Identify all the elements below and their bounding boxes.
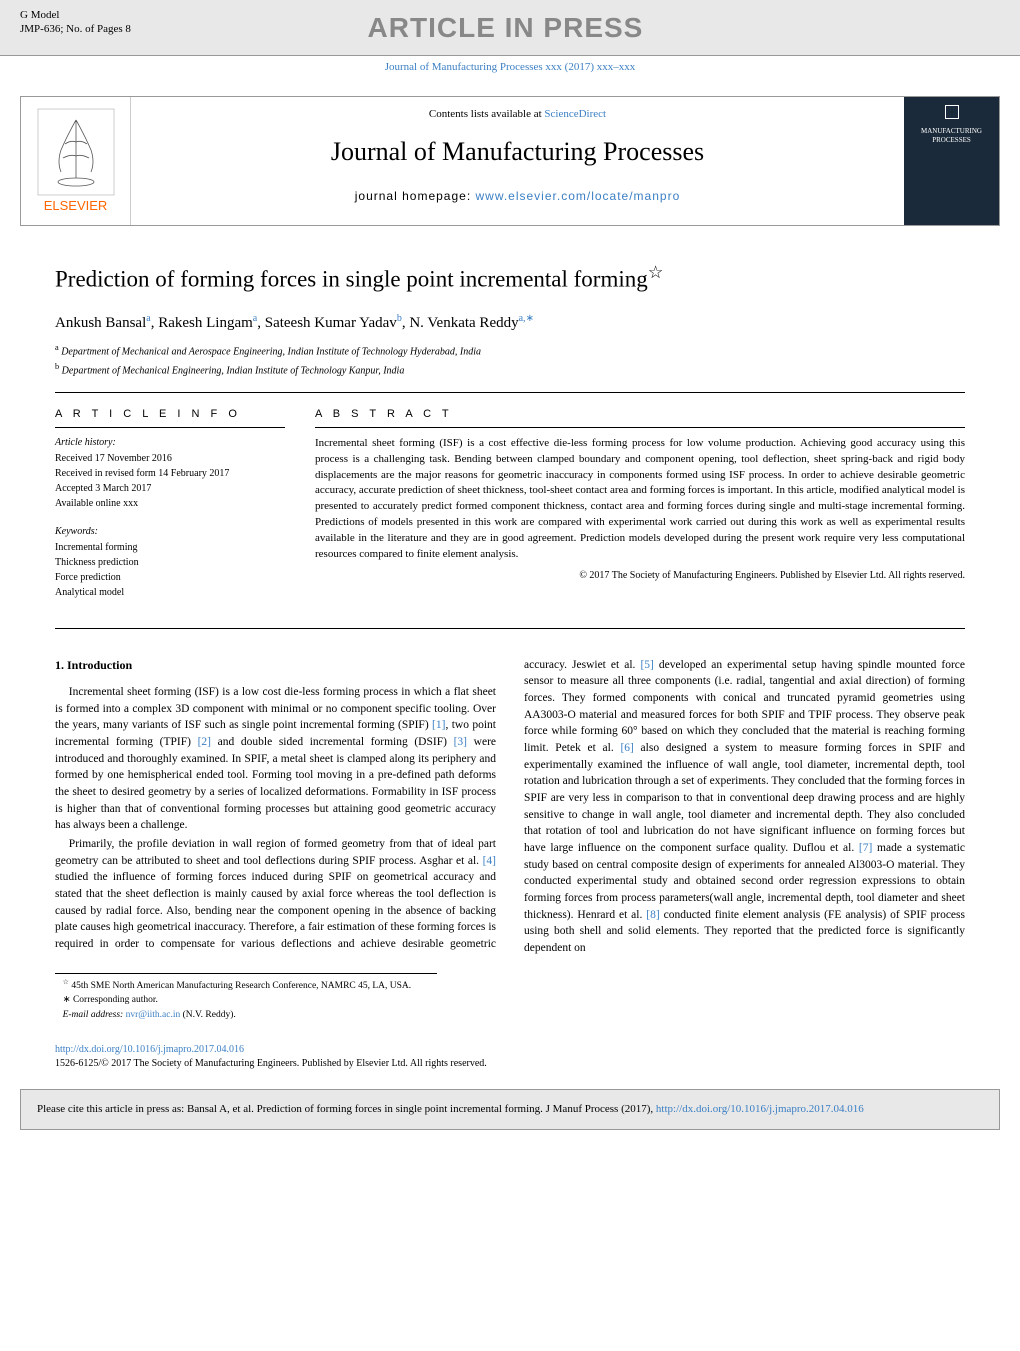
cite-text: Please cite this article in press as: Ba… (37, 1103, 656, 1115)
p2b: studied the influence of forming forces … (55, 871, 496, 916)
history-3: Available online xxx (55, 497, 285, 511)
article-info-heading: A R T I C L E I N F O (55, 407, 285, 427)
email-label: E-mail address: (63, 1010, 126, 1020)
homepage-link[interactable]: www.elsevier.com/locate/manpro (476, 189, 681, 203)
abstract-col: A B S T R A C T Incremental sheet formin… (315, 407, 965, 613)
footnote-corr: ∗ Corresponding author. (55, 994, 437, 1007)
doi-block: http://dx.doi.org/10.1016/j.jmapro.2017.… (0, 1033, 1020, 1077)
title-footnote-star: ☆ (648, 263, 663, 282)
in-press-banner: ARTICLE IN PRESS (368, 8, 644, 47)
author-3: Sateesh Kumar Yadav (265, 315, 397, 331)
article-ref: JMP-636; No. of Pages 8 (20, 22, 131, 36)
header-spacer (880, 8, 1000, 47)
issn-line: 1526-6125/© 2017 The Society of Manufact… (55, 1057, 965, 1071)
abstract-heading: A B S T R A C T (315, 407, 965, 427)
keywords-block: Keywords: Incremental forming Thickness … (55, 525, 285, 600)
kw-1: Thickness prediction (55, 556, 285, 570)
ref-8[interactable]: [8] (646, 909, 659, 921)
header-left: G Model JMP-636; No. of Pages 8 (20, 8, 131, 47)
article-main: Prediction of forming forces in single p… (0, 236, 1020, 1033)
authors-line: Ankush Bansala, Rakesh Lingama, Sateesh … (55, 312, 965, 334)
author-2: Rakesh Lingam (158, 315, 253, 331)
kw-3: Analytical model (55, 586, 285, 600)
journal-cover-thumb[interactable]: MANUFACTURING PROCESSES (904, 97, 999, 225)
rule-bottom (55, 628, 965, 629)
history-label: Article history: (55, 436, 285, 450)
author-2-aff: a (253, 313, 257, 324)
abstract-copyright: © 2017 The Society of Manufacturing Engi… (315, 569, 965, 583)
email-link[interactable]: nvr@iith.ac.in (126, 1010, 181, 1020)
elsevier-tree-icon (36, 107, 116, 197)
footnote-conf: ☆ 45th SME North American Manufacturing … (55, 978, 437, 993)
kw-2: Force prediction (55, 571, 285, 585)
ref-6[interactable]: [6] (620, 742, 633, 754)
affiliation-b: b Department of Mechanical Engineering, … (55, 361, 965, 378)
para-1: Incremental sheet forming (ISF) is a low… (55, 684, 496, 834)
author-4-aff: a, (519, 313, 526, 324)
contents-prefix: Contents lists available at (429, 108, 544, 120)
header-strip: G Model JMP-636; No. of Pages 8 ARTICLE … (0, 0, 1020, 56)
ref-4[interactable]: [4] (483, 855, 496, 867)
cover-title: MANUFACTURING PROCESSES (912, 127, 991, 147)
author-3-aff: b (397, 313, 402, 324)
kw-0: Incremental forming (55, 541, 285, 555)
ref-5[interactable]: [5] (640, 659, 653, 671)
title-text: Prediction of forming forces in single p… (55, 266, 648, 291)
cover-logo-icon (945, 105, 959, 119)
footnote-corr-text: Corresponding author. (73, 995, 158, 1005)
body-columns: 1. Introduction Incremental sheet formin… (55, 657, 965, 957)
journal-name: Journal of Manufacturing Processes (146, 134, 889, 170)
aff-b-text: Department of Mechanical Engineering, In… (62, 365, 405, 376)
footnotes: ☆ 45th SME North American Manufacturing … (55, 973, 437, 1022)
aff-a-text: Department of Mechanical and Aerospace E… (61, 346, 481, 357)
homepage-prefix: journal homepage: (355, 189, 476, 203)
info-abstract-row: A R T I C L E I N F O Article history: R… (55, 407, 965, 613)
ref-2[interactable]: [2] (198, 736, 211, 748)
author-4: N. Venkata Reddy (409, 315, 518, 331)
cite-box: Please cite this article in press as: Ba… (20, 1089, 1000, 1130)
citation-line[interactable]: Journal of Manufacturing Processes xxx (… (0, 56, 1020, 85)
affiliation-a: a Department of Mechanical and Aerospace… (55, 342, 965, 359)
section-1-heading: 1. Introduction (55, 657, 496, 674)
article-info-col: A R T I C L E I N F O Article history: R… (55, 407, 285, 613)
sciencedirect-link[interactable]: ScienceDirect (544, 108, 606, 120)
aff-a-sup: a (55, 343, 59, 352)
ref-7[interactable]: [7] (859, 842, 872, 854)
history-2: Accepted 3 March 2017 (55, 482, 285, 496)
footnote-conf-text: 45th SME North American Manufacturing Re… (71, 981, 411, 991)
history-1: Received in revised form 14 February 201… (55, 467, 285, 481)
p2a: Primarily, the profile deviation in wall… (55, 838, 496, 867)
rule-top (55, 392, 965, 393)
contents-line: Contents lists available at ScienceDirec… (146, 107, 889, 122)
p1a: Incremental sheet forming (ISF) is a low… (55, 686, 496, 731)
doi-link[interactable]: http://dx.doi.org/10.1016/j.jmapro.2017.… (55, 1044, 244, 1055)
keywords-label: Keywords: (55, 525, 285, 539)
author-4-corr: ∗ (526, 313, 534, 324)
elsevier-logo[interactable]: ELSEVIER (21, 97, 131, 225)
aff-b-sup: b (55, 362, 59, 371)
footnote-email: E-mail address: nvr@iith.ac.in (N.V. Red… (55, 1009, 437, 1022)
history-block: Article history: Received 17 November 20… (55, 436, 285, 511)
history-0: Received 17 November 2016 (55, 452, 285, 466)
author-1: Ankush Bansal (55, 315, 146, 331)
journal-center: Contents lists available at ScienceDirec… (131, 97, 904, 225)
email-suffix: (N.V. Reddy). (180, 1010, 236, 1020)
ref-3[interactable]: [3] (454, 736, 467, 748)
g-model-label: G Model (20, 8, 131, 22)
p1d: were introduced and thoroughly examined.… (55, 736, 496, 831)
journal-header-box: ELSEVIER Contents lists available at Sci… (20, 96, 1000, 226)
author-1-aff: a (146, 313, 150, 324)
p3c: also designed a system to measure formin… (524, 742, 965, 854)
elsevier-text: ELSEVIER (44, 197, 108, 215)
ref-1[interactable]: [1] (432, 719, 445, 731)
article-title: Prediction of forming forces in single p… (55, 261, 965, 296)
abstract-text: Incremental sheet forming (ISF) is a cos… (315, 436, 965, 564)
p1c: and double sided incremental forming (DS… (211, 736, 454, 748)
homepage-line: journal homepage: www.elsevier.com/locat… (146, 188, 889, 205)
p3b: developed an experimental setup having s… (524, 659, 965, 754)
cite-doi-link[interactable]: http://dx.doi.org/10.1016/j.jmapro.2017.… (656, 1103, 864, 1115)
